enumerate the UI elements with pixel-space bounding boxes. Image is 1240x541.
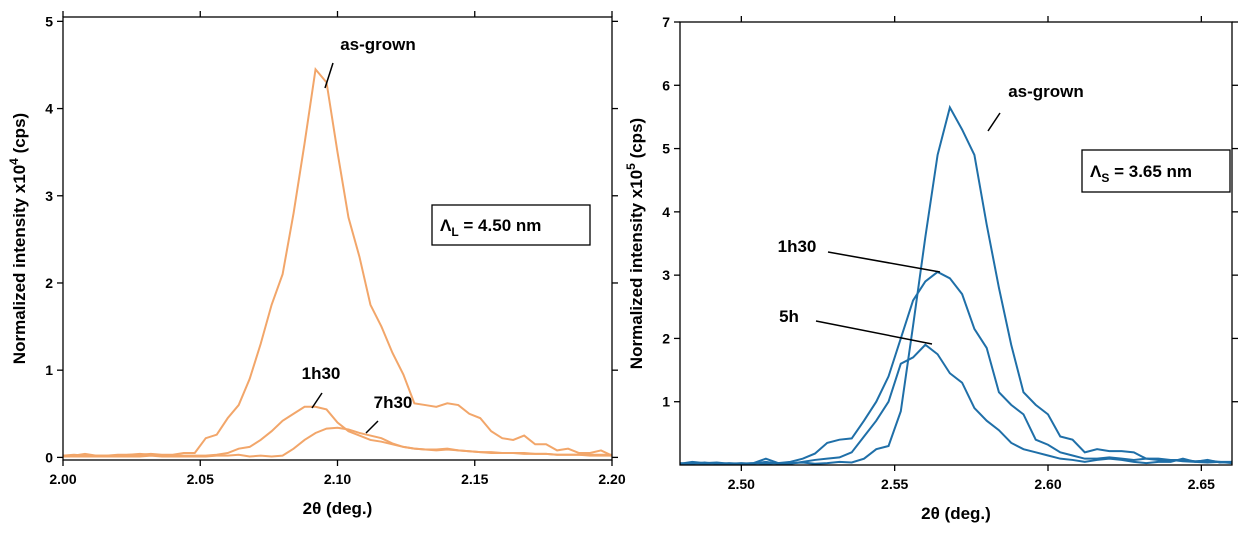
series-annotation: 5h bbox=[779, 307, 799, 326]
x-tick-label: 2.10 bbox=[324, 471, 351, 487]
y-axis-label: Normalized intensity x104 (cps) bbox=[7, 113, 29, 364]
x-tick-label: 2.00 bbox=[49, 471, 76, 487]
box-label: ΛS = 3.65 nm bbox=[1090, 162, 1192, 185]
y-label-sup: 4 bbox=[7, 158, 21, 165]
y-tick-label: 4 bbox=[45, 101, 53, 117]
box-label-after: = 4.50 nm bbox=[459, 216, 542, 235]
x-tick-label: 2.05 bbox=[187, 471, 214, 487]
y-axis-label: Normalized intensity x105 (cps) bbox=[624, 118, 646, 369]
y-label-text: Normalized intensity x10 bbox=[10, 165, 29, 364]
series-line bbox=[63, 405, 612, 457]
y-label-after: (cps) bbox=[10, 113, 29, 158]
annotation-leader bbox=[311, 392, 323, 409]
series-annotation: as-grown bbox=[1008, 82, 1084, 101]
y-tick-label: 2 bbox=[662, 330, 670, 346]
y-label-after: (cps) bbox=[627, 118, 646, 163]
panel: 2.00 2.05 2.10 2.15 2.20 0 1 2 3 4 5 2θ (deg.) Norma… bbox=[7, 11, 626, 518]
series-annotation: as-grown bbox=[340, 35, 416, 54]
series-annotation: 7h30 bbox=[374, 393, 413, 412]
x-tick-label: 2.60 bbox=[1034, 476, 1061, 492]
y-label-text: Normalized intensity x10 bbox=[627, 170, 646, 369]
series-line bbox=[63, 66, 612, 457]
y-tick-label: 2 bbox=[45, 275, 53, 291]
annotation-leader bbox=[365, 420, 379, 434]
label-box bbox=[431, 204, 591, 246]
x-tick-label: 2.50 bbox=[728, 476, 755, 492]
series-line bbox=[680, 343, 1232, 465]
y-tick-label: 1 bbox=[662, 394, 670, 410]
box-label-main: Λ bbox=[440, 216, 452, 235]
label-box bbox=[1081, 149, 1231, 193]
y-tick-label: 6 bbox=[662, 77, 670, 93]
y-tick-label: 5 bbox=[662, 141, 670, 157]
x-axis-label: 2θ (deg.) bbox=[921, 504, 991, 523]
y-label-sup: 5 bbox=[624, 163, 638, 170]
annotation-leader bbox=[324, 62, 334, 89]
y-tick-label: 5 bbox=[45, 13, 53, 29]
box-label-sub: L bbox=[451, 225, 458, 239]
y-tick-label: 7 bbox=[662, 14, 670, 30]
y-tick-label: 4 bbox=[662, 204, 670, 220]
plot-frame bbox=[679, 21, 1233, 466]
y-tick-label: 0 bbox=[45, 449, 53, 465]
x-tick-label: 2.20 bbox=[598, 471, 625, 487]
box-label-after: = 3.65 nm bbox=[1109, 162, 1192, 181]
series-line bbox=[680, 270, 1232, 465]
y-tick-label: 3 bbox=[662, 267, 670, 283]
box-label-sub: S bbox=[1101, 171, 1109, 185]
series-annotation: 1h30 bbox=[302, 364, 341, 383]
annotation-leader bbox=[827, 251, 941, 273]
x-tick-label: 2.55 bbox=[881, 476, 908, 492]
annotation-leader bbox=[987, 112, 1001, 132]
annotation-leader bbox=[815, 320, 933, 345]
series-annotation: 1h30 bbox=[778, 237, 817, 256]
x-tick-label: 2.65 bbox=[1188, 476, 1215, 492]
y-tick-label: 1 bbox=[45, 362, 53, 378]
box-label-main: Λ bbox=[1090, 162, 1102, 181]
x-tick-label: 2.15 bbox=[461, 471, 488, 487]
box-label: ΛL = 4.50 nm bbox=[440, 216, 541, 239]
panel: 2.50 2.55 2.60 2.65 1 2 3 4 5 6 7 2θ (deg.) Normaliz… bbox=[624, 14, 1238, 523]
x-axis-label: 2θ (deg.) bbox=[303, 499, 373, 518]
series-line bbox=[63, 426, 612, 458]
y-tick-label: 3 bbox=[45, 188, 53, 204]
